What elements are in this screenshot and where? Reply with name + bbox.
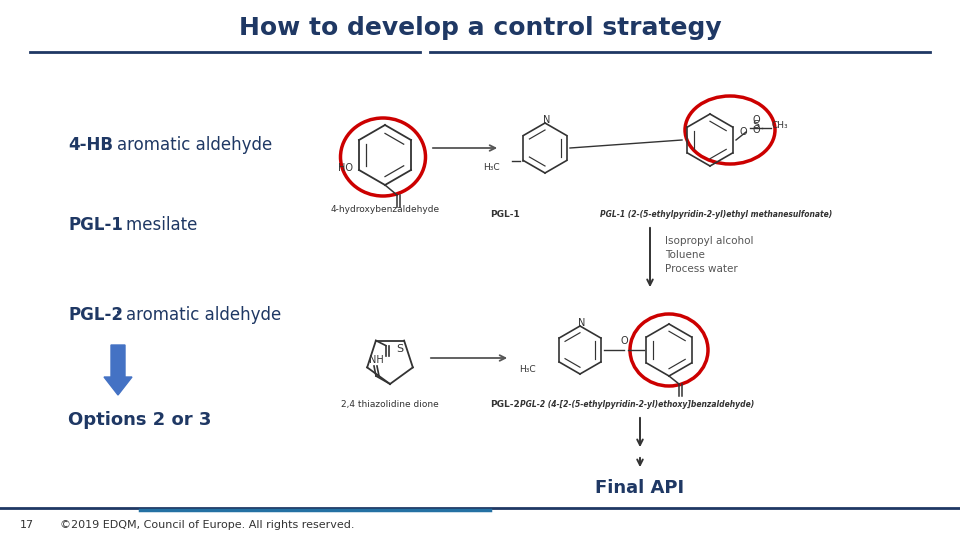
Text: PGL-1 (2-(5-ethylpyridin-2-yl)ethyl methanesulfonate): PGL-1 (2-(5-ethylpyridin-2-yl)ethyl meth… bbox=[600, 210, 832, 219]
Text: NH: NH bbox=[370, 355, 384, 366]
Text: HO: HO bbox=[338, 163, 353, 173]
Text: S: S bbox=[396, 343, 403, 354]
Text: : aromatic aldehyde: : aromatic aldehyde bbox=[106, 136, 273, 154]
Text: PGL-1: PGL-1 bbox=[490, 210, 519, 219]
Text: O: O bbox=[620, 336, 628, 346]
Text: PGL-2: PGL-2 bbox=[490, 400, 519, 409]
Text: S: S bbox=[753, 120, 759, 130]
Text: : aromatic aldehyde: : aromatic aldehyde bbox=[115, 306, 281, 324]
Text: O: O bbox=[753, 115, 759, 125]
Text: PGL-2 (4-[2-(5-ethylpyridin-2-yl)ethoxy]benzaldehyde): PGL-2 (4-[2-(5-ethylpyridin-2-yl)ethoxy]… bbox=[520, 400, 755, 409]
Text: 4-HB: 4-HB bbox=[68, 136, 113, 154]
Text: CH₃: CH₃ bbox=[771, 120, 787, 130]
Text: O: O bbox=[740, 127, 748, 137]
Text: : mesilate: : mesilate bbox=[115, 216, 198, 234]
Text: H₃C: H₃C bbox=[519, 366, 536, 375]
Text: ©2019 EDQM, Council of Europe. All rights reserved.: ©2019 EDQM, Council of Europe. All right… bbox=[60, 520, 354, 530]
Text: H₃C: H₃C bbox=[484, 164, 500, 172]
Text: How to develop a control strategy: How to develop a control strategy bbox=[239, 16, 721, 40]
Text: Isopropyl alcohol
Toluene
Process water: Isopropyl alcohol Toluene Process water bbox=[665, 236, 754, 274]
Text: N: N bbox=[543, 115, 551, 125]
Text: PGL-2: PGL-2 bbox=[68, 306, 123, 324]
Text: Options 2 or 3: Options 2 or 3 bbox=[68, 411, 211, 429]
Text: 4-hydroxybenzaldehyde: 4-hydroxybenzaldehyde bbox=[330, 205, 440, 214]
Text: N: N bbox=[578, 318, 586, 328]
Text: PGL-1: PGL-1 bbox=[68, 216, 123, 234]
Text: 2,4 thiazolidine dione: 2,4 thiazolidine dione bbox=[341, 400, 439, 409]
Text: O: O bbox=[753, 125, 759, 135]
Text: Final API: Final API bbox=[595, 479, 684, 497]
Text: 17: 17 bbox=[20, 520, 35, 530]
FancyArrow shape bbox=[104, 345, 132, 395]
